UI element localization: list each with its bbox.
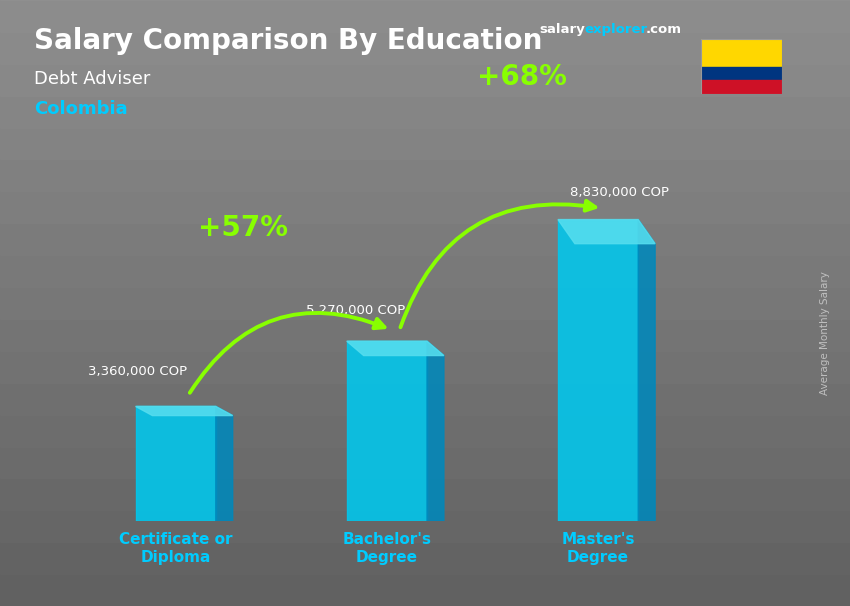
Polygon shape xyxy=(558,219,655,244)
Text: Debt Adviser: Debt Adviser xyxy=(34,70,150,88)
Bar xyxy=(0,254,850,287)
Text: 8,830,000 COP: 8,830,000 COP xyxy=(570,186,669,199)
Text: Colombia: Colombia xyxy=(34,100,127,118)
Polygon shape xyxy=(135,407,233,416)
Polygon shape xyxy=(558,219,638,521)
Bar xyxy=(0,285,850,319)
Bar xyxy=(0,62,850,96)
Polygon shape xyxy=(638,219,655,521)
Bar xyxy=(0,30,850,64)
Polygon shape xyxy=(216,407,233,521)
Text: 3,360,000 COP: 3,360,000 COP xyxy=(88,365,187,378)
Text: Salary Comparison By Education: Salary Comparison By Education xyxy=(34,27,542,55)
Text: Average Monthly Salary: Average Monthly Salary xyxy=(819,271,830,395)
Polygon shape xyxy=(347,341,444,356)
Bar xyxy=(0,477,850,510)
Bar xyxy=(0,190,850,223)
Text: 5,270,000 COP: 5,270,000 COP xyxy=(305,304,405,317)
Bar xyxy=(0,573,850,606)
Bar xyxy=(0,413,850,447)
Bar xyxy=(701,81,782,94)
Bar xyxy=(0,445,850,478)
Polygon shape xyxy=(427,341,444,521)
Text: .com: .com xyxy=(645,23,681,36)
Text: explorer: explorer xyxy=(585,23,648,36)
Text: +68%: +68% xyxy=(477,63,567,91)
Bar xyxy=(0,509,850,542)
Bar xyxy=(0,158,850,191)
Text: +57%: +57% xyxy=(198,215,288,242)
Bar xyxy=(0,318,850,351)
Text: salary: salary xyxy=(540,23,586,36)
Bar xyxy=(0,541,850,574)
Bar xyxy=(0,0,850,32)
Polygon shape xyxy=(347,341,427,521)
Bar xyxy=(0,126,850,159)
Bar xyxy=(701,67,782,81)
Bar xyxy=(0,95,850,128)
Bar xyxy=(701,39,782,67)
Bar xyxy=(0,222,850,255)
Bar xyxy=(0,350,850,383)
Polygon shape xyxy=(135,407,216,521)
Bar xyxy=(0,381,850,415)
